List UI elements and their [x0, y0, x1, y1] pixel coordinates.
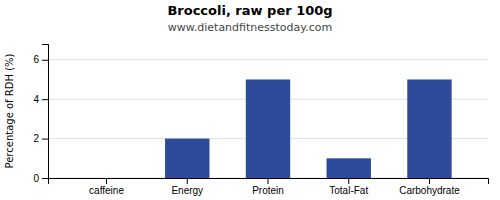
- bar: [407, 79, 451, 178]
- tick-label: 4: [33, 94, 39, 105]
- tick-label: Carbohydrate: [399, 185, 460, 196]
- plot: caffeine Energy Protein Total-Fat Carbohydra…: [33, 45, 488, 197]
- tick: 6: [33, 54, 48, 65]
- tick-label: Total-Fat: [329, 185, 368, 196]
- tick-mark: [348, 178, 349, 184]
- tick-mark: [106, 178, 107, 184]
- tick: Protein: [252, 178, 284, 196]
- tick: caffeine: [89, 178, 124, 196]
- tick-label: caffeine: [89, 185, 124, 196]
- tick: 4: [33, 94, 48, 105]
- tick-label: Protein: [252, 185, 284, 196]
- bar: [246, 79, 290, 178]
- grid-line: [48, 59, 488, 60]
- title: Broccoli, raw per 100g: [167, 3, 332, 18]
- tick-label: 0: [33, 173, 39, 184]
- grid: [48, 60, 488, 178]
- tick-mark: [187, 178, 188, 184]
- bar: [165, 139, 209, 178]
- tick: Total-Fat: [329, 178, 368, 196]
- tick-mark: [429, 178, 430, 184]
- tick: Carbohydrate: [399, 178, 460, 196]
- tick: 0: [33, 173, 48, 184]
- bar: [327, 158, 371, 178]
- axis-line: [49, 179, 489, 185]
- tick-mark: [42, 178, 48, 179]
- tick-mark: [42, 99, 48, 100]
- tick-mark: [268, 178, 269, 184]
- subtitle: www.dietandfitnesstoday.com: [168, 21, 332, 34]
- chart: Broccoli, raw per 100g www.dietandfitness…: [0, 0, 500, 200]
- y-axis-title: Percentage of RDH (%): [4, 53, 15, 168]
- tick-label: 2: [33, 133, 39, 144]
- tick: 2: [33, 133, 48, 144]
- bars: [165, 79, 452, 178]
- bar: [84, 178, 128, 179]
- tick-label: 6: [33, 54, 39, 65]
- tick-mark: [42, 139, 48, 140]
- x-axis: caffeine Energy Protein Total-Fat Carbohydra…: [49, 178, 489, 196]
- axis-line: [42, 45, 49, 179]
- tick-label: Energy: [171, 185, 203, 196]
- tick-mark: [42, 60, 48, 61]
- tick: Energy: [171, 178, 203, 196]
- y-axis: 0 2 4 6: [33, 45, 48, 184]
